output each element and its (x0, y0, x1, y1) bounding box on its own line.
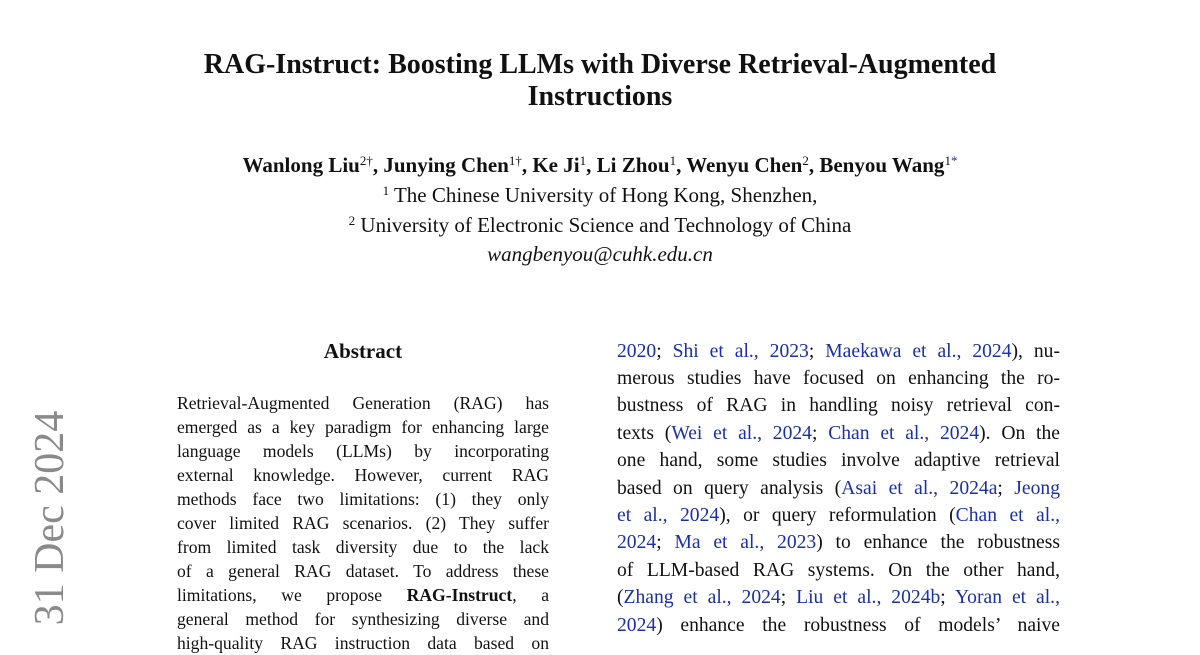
text-run: ), nu- (1011, 340, 1061, 362)
abstract-line: cover limited RAG scenarios. (2) They su… (177, 511, 549, 535)
superscript: 1 (944, 152, 951, 168)
superscript: 2 (348, 212, 356, 228)
email: wangbenyou@cuhk.edu.cn (487, 242, 713, 266)
text-run: ). On the (979, 422, 1060, 444)
text-run: texts ( (617, 422, 672, 444)
citation-link: 2020 (617, 340, 657, 362)
text-run: , a (512, 585, 549, 605)
abstract-line: external knowledge. However, current RAG (177, 463, 549, 487)
abstract-line: limitations, we propose RAG-Instruct, a (177, 583, 549, 607)
abstract-line: emerged as a key paradigm for enhancing … (177, 415, 549, 439)
citation-link: Chan et al., (955, 504, 1060, 526)
text-run: ; (656, 532, 675, 554)
body-line: 2024) enhance the robustness of models’ … (617, 612, 1060, 639)
citation-link: 2024 (617, 532, 657, 554)
text-run: ; (997, 477, 1015, 499)
abstract-line: from limited task diversity due to the l… (177, 535, 549, 559)
text-run: merous studies have focused on enhancing… (617, 367, 1060, 389)
abstract-line: general method for synthesizing diverse … (177, 607, 549, 631)
text-run: Retrieval-Augmented Generation (RAG) has (177, 393, 549, 413)
text-run: limitations, we propose (177, 585, 407, 605)
text-run: general method for synthesizing diverse … (177, 609, 549, 629)
text-run: , Li Zhou (586, 153, 670, 177)
text-run: ; (940, 587, 955, 609)
paper-title: Instructions (527, 81, 673, 112)
text-run: one hand, some studies involve adaptive … (617, 450, 1060, 472)
body-line: (Zhang et al., 2024; Liu et al., 2024b; … (617, 584, 1060, 611)
author-list: Wanlong Liu2†, Junying Chen1†, Ke Ji1, L… (0, 152, 1200, 178)
body-line: based on query analysis (Asai et al., 20… (617, 475, 1060, 502)
superscript: 1 (579, 152, 587, 168)
abstract-line: high-quality RAG instruction data based … (177, 631, 549, 655)
affiliation: 2 University of Electronic Science and T… (0, 211, 1200, 239)
citation-link: Wei et al., 2024 (671, 422, 812, 444)
text-run: based on query analysis ( (617, 477, 842, 499)
text-run: bustness of RAG in handling noisy retrie… (617, 395, 1060, 417)
body-line: one hand, some studies involve adaptive … (617, 447, 1060, 474)
text-run: , Benyou Wang (808, 153, 945, 177)
body-line: et al., 2024), or query reformulation (C… (617, 502, 1060, 529)
superscript: 1 (382, 182, 390, 198)
bold-text: RAG-Instruct (406, 585, 513, 605)
body-line: texts (Wei et al., 2024; Chan et al., 20… (617, 420, 1060, 447)
body-line: merous studies have focused on enhancing… (617, 365, 1060, 392)
text-run: ; (808, 340, 826, 362)
citation-link: 2024 (617, 614, 657, 636)
citation-link: Zhang et al., 2024 (623, 587, 781, 609)
text-run: ; (780, 587, 797, 609)
text-run: high-quality RAG instruction data based … (177, 633, 549, 653)
body-line: 2024; Ma et al., 2023) to enhance the ro… (617, 529, 1060, 556)
text-run: from limited task diversity due to the l… (177, 537, 549, 557)
body-line: 2020; Shi et al., 2023; Maekawa et al., … (617, 338, 1060, 365)
text-run: ( (617, 587, 624, 609)
superscript: 1 (669, 152, 677, 168)
abstract-line: Retrieval-Augmented Generation (RAG) has (177, 391, 549, 415)
text-run: , Ke Ji (521, 153, 580, 177)
body-line: bustness of RAG in handling noisy retrie… (617, 392, 1060, 419)
abstract-line: of a general RAG dataset. To address the… (177, 559, 549, 583)
abstract-line: language models (LLMs) by incorporating (177, 439, 549, 463)
citation-link: Chan et al., 2024 (828, 422, 980, 444)
text-run: of a general RAG dataset. To address the… (177, 561, 549, 581)
citation-link: Ma et al., 2023 (674, 532, 817, 554)
text-run: cover limited RAG scenarios. (2) They su… (177, 513, 549, 533)
text-run: language models (LLMs) by incorporating (177, 441, 549, 461)
text-run: University of Electronic Science and Tec… (355, 213, 852, 237)
citation-link: et al., 2024 (617, 504, 720, 526)
text-run: , Junying Chen (372, 153, 509, 177)
text-run: emerged as a key paradigm for enhancing … (177, 417, 549, 437)
text-run: ; (656, 340, 673, 362)
citation-link: Maekawa et al., 2024 (825, 340, 1012, 362)
superscript: 2† (359, 152, 373, 168)
citation-link: Yoran et al., (954, 587, 1060, 609)
text-run: external knowledge. However, current RAG (177, 465, 549, 485)
text-run: Wanlong Liu (242, 153, 360, 177)
superscript-link: * (950, 152, 958, 168)
citation-link: Jeong (1014, 477, 1061, 499)
text-run: methods face two limitations: (1) they o… (177, 489, 549, 509)
paper-title: RAG-Instruct: Boosting LLMs with Diverse… (203, 49, 997, 80)
text-run: The Chinese University of Hong Kong, She… (389, 183, 818, 207)
text-run: , Wenyu Chen (676, 153, 803, 177)
body-line: of LLM-based RAG systems. On the other h… (617, 557, 1060, 584)
citation-link: Liu et al., 2024b (796, 587, 941, 609)
arxiv-date-stamp: 31 Dec 2024 (27, 410, 73, 626)
affiliation: 1 The Chinese University of Hong Kong, S… (0, 181, 1200, 209)
text-run: ) enhance the robustness of models’ naiv… (656, 614, 1060, 636)
text-run: of LLM-based RAG systems. On the other h… (617, 559, 1060, 581)
citation-link: Asai et al., 2024a (841, 477, 998, 499)
text-run: ; (811, 422, 829, 444)
superscript: 1† (508, 152, 522, 168)
superscript: 2 (802, 152, 809, 168)
citation-link: Shi et al., 2023 (672, 340, 809, 362)
text-run: ) to enhance the robustness (816, 532, 1061, 554)
abstract-line: methods face two limitations: (1) they o… (177, 487, 549, 511)
section-heading: Abstract (323, 339, 403, 363)
text-run: ), or query reformulation ( (719, 504, 956, 526)
